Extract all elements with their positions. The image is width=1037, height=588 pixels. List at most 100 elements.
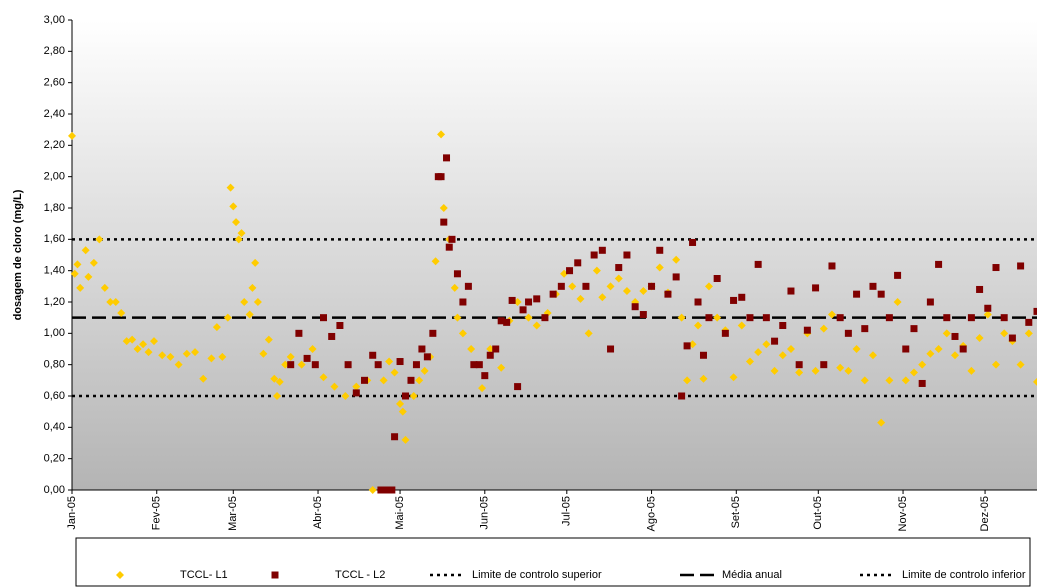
- point: [458, 329, 467, 338]
- point: [1000, 329, 1009, 338]
- point: [100, 283, 109, 292]
- point: [270, 374, 279, 383]
- point: [729, 373, 738, 382]
- point: [532, 321, 541, 330]
- y-tick-label: 1,20: [44, 296, 65, 308]
- point: [754, 348, 763, 357]
- x-tick-label: Mai-05: [394, 496, 406, 530]
- point: [385, 357, 394, 366]
- point: [453, 313, 462, 322]
- point: [934, 345, 943, 353]
- point: [106, 298, 115, 306]
- point: [910, 325, 918, 333]
- x-tick-label: Abr-05: [312, 496, 324, 529]
- point: [514, 383, 522, 391]
- point: [478, 384, 487, 393]
- point: [467, 345, 476, 353]
- point: [415, 376, 424, 385]
- point: [212, 323, 221, 332]
- point: [779, 322, 787, 329]
- point: [778, 351, 787, 360]
- point: [844, 366, 853, 375]
- point: [918, 379, 926, 387]
- point: [942, 329, 951, 338]
- point: [1008, 334, 1016, 342]
- point: [820, 361, 828, 369]
- point: [1025, 318, 1033, 326]
- point: [541, 314, 549, 322]
- point: [860, 376, 869, 385]
- point: [1033, 377, 1037, 386]
- point: [248, 283, 257, 292]
- point: [237, 229, 246, 238]
- point: [976, 285, 984, 293]
- point: [678, 392, 686, 400]
- point: [303, 354, 311, 362]
- point: [439, 204, 448, 212]
- point: [420, 366, 429, 375]
- y-axis-label: dosagem de cloro (mg/L): [12, 189, 24, 320]
- point: [295, 329, 303, 337]
- point: [308, 345, 317, 353]
- point: [677, 313, 686, 322]
- y-tick-label: 1,80: [44, 202, 65, 214]
- point: [1016, 360, 1025, 369]
- point: [745, 357, 754, 366]
- point: [746, 314, 754, 322]
- point: [396, 399, 405, 408]
- point: [431, 257, 440, 266]
- point: [909, 368, 918, 377]
- point: [1017, 262, 1025, 270]
- point: [992, 264, 1000, 272]
- point: [574, 259, 582, 267]
- point: [525, 298, 533, 306]
- point: [379, 376, 388, 385]
- point: [437, 173, 445, 181]
- point: [557, 282, 565, 290]
- point: [453, 270, 461, 278]
- point: [902, 345, 910, 353]
- point: [699, 374, 708, 383]
- point: [762, 340, 771, 349]
- y-tick-label: 2,40: [44, 108, 65, 120]
- point: [207, 354, 216, 363]
- point: [836, 363, 845, 372]
- point: [158, 351, 167, 360]
- point: [341, 392, 350, 400]
- point: [584, 329, 593, 338]
- point: [382, 486, 390, 494]
- point: [232, 218, 241, 227]
- legend-marker: [271, 571, 279, 579]
- point: [622, 287, 631, 296]
- point: [655, 263, 664, 272]
- point: [819, 324, 828, 333]
- point: [150, 337, 159, 346]
- point: [967, 366, 976, 375]
- point: [683, 342, 691, 350]
- y-tick-label: 0,00: [44, 484, 65, 496]
- point: [352, 389, 360, 397]
- point: [388, 486, 396, 494]
- point: [959, 345, 967, 353]
- point: [827, 310, 836, 319]
- y-tick-label: 3,00: [44, 14, 65, 26]
- point: [607, 345, 615, 353]
- legend-marker: [116, 571, 124, 579]
- point: [191, 348, 200, 357]
- point: [352, 382, 361, 391]
- point: [95, 235, 104, 244]
- point: [111, 298, 120, 306]
- point: [437, 130, 446, 139]
- point: [656, 246, 664, 254]
- y-tick-label: 0,40: [44, 421, 65, 433]
- x-tick-label: Jul-05: [561, 496, 573, 526]
- point: [182, 349, 191, 358]
- point: [486, 351, 494, 359]
- point: [568, 282, 577, 291]
- point: [664, 290, 672, 298]
- point: [245, 310, 254, 319]
- point: [369, 351, 377, 359]
- point: [396, 358, 404, 366]
- point: [894, 271, 902, 279]
- y-tick-label: 2,20: [44, 139, 65, 151]
